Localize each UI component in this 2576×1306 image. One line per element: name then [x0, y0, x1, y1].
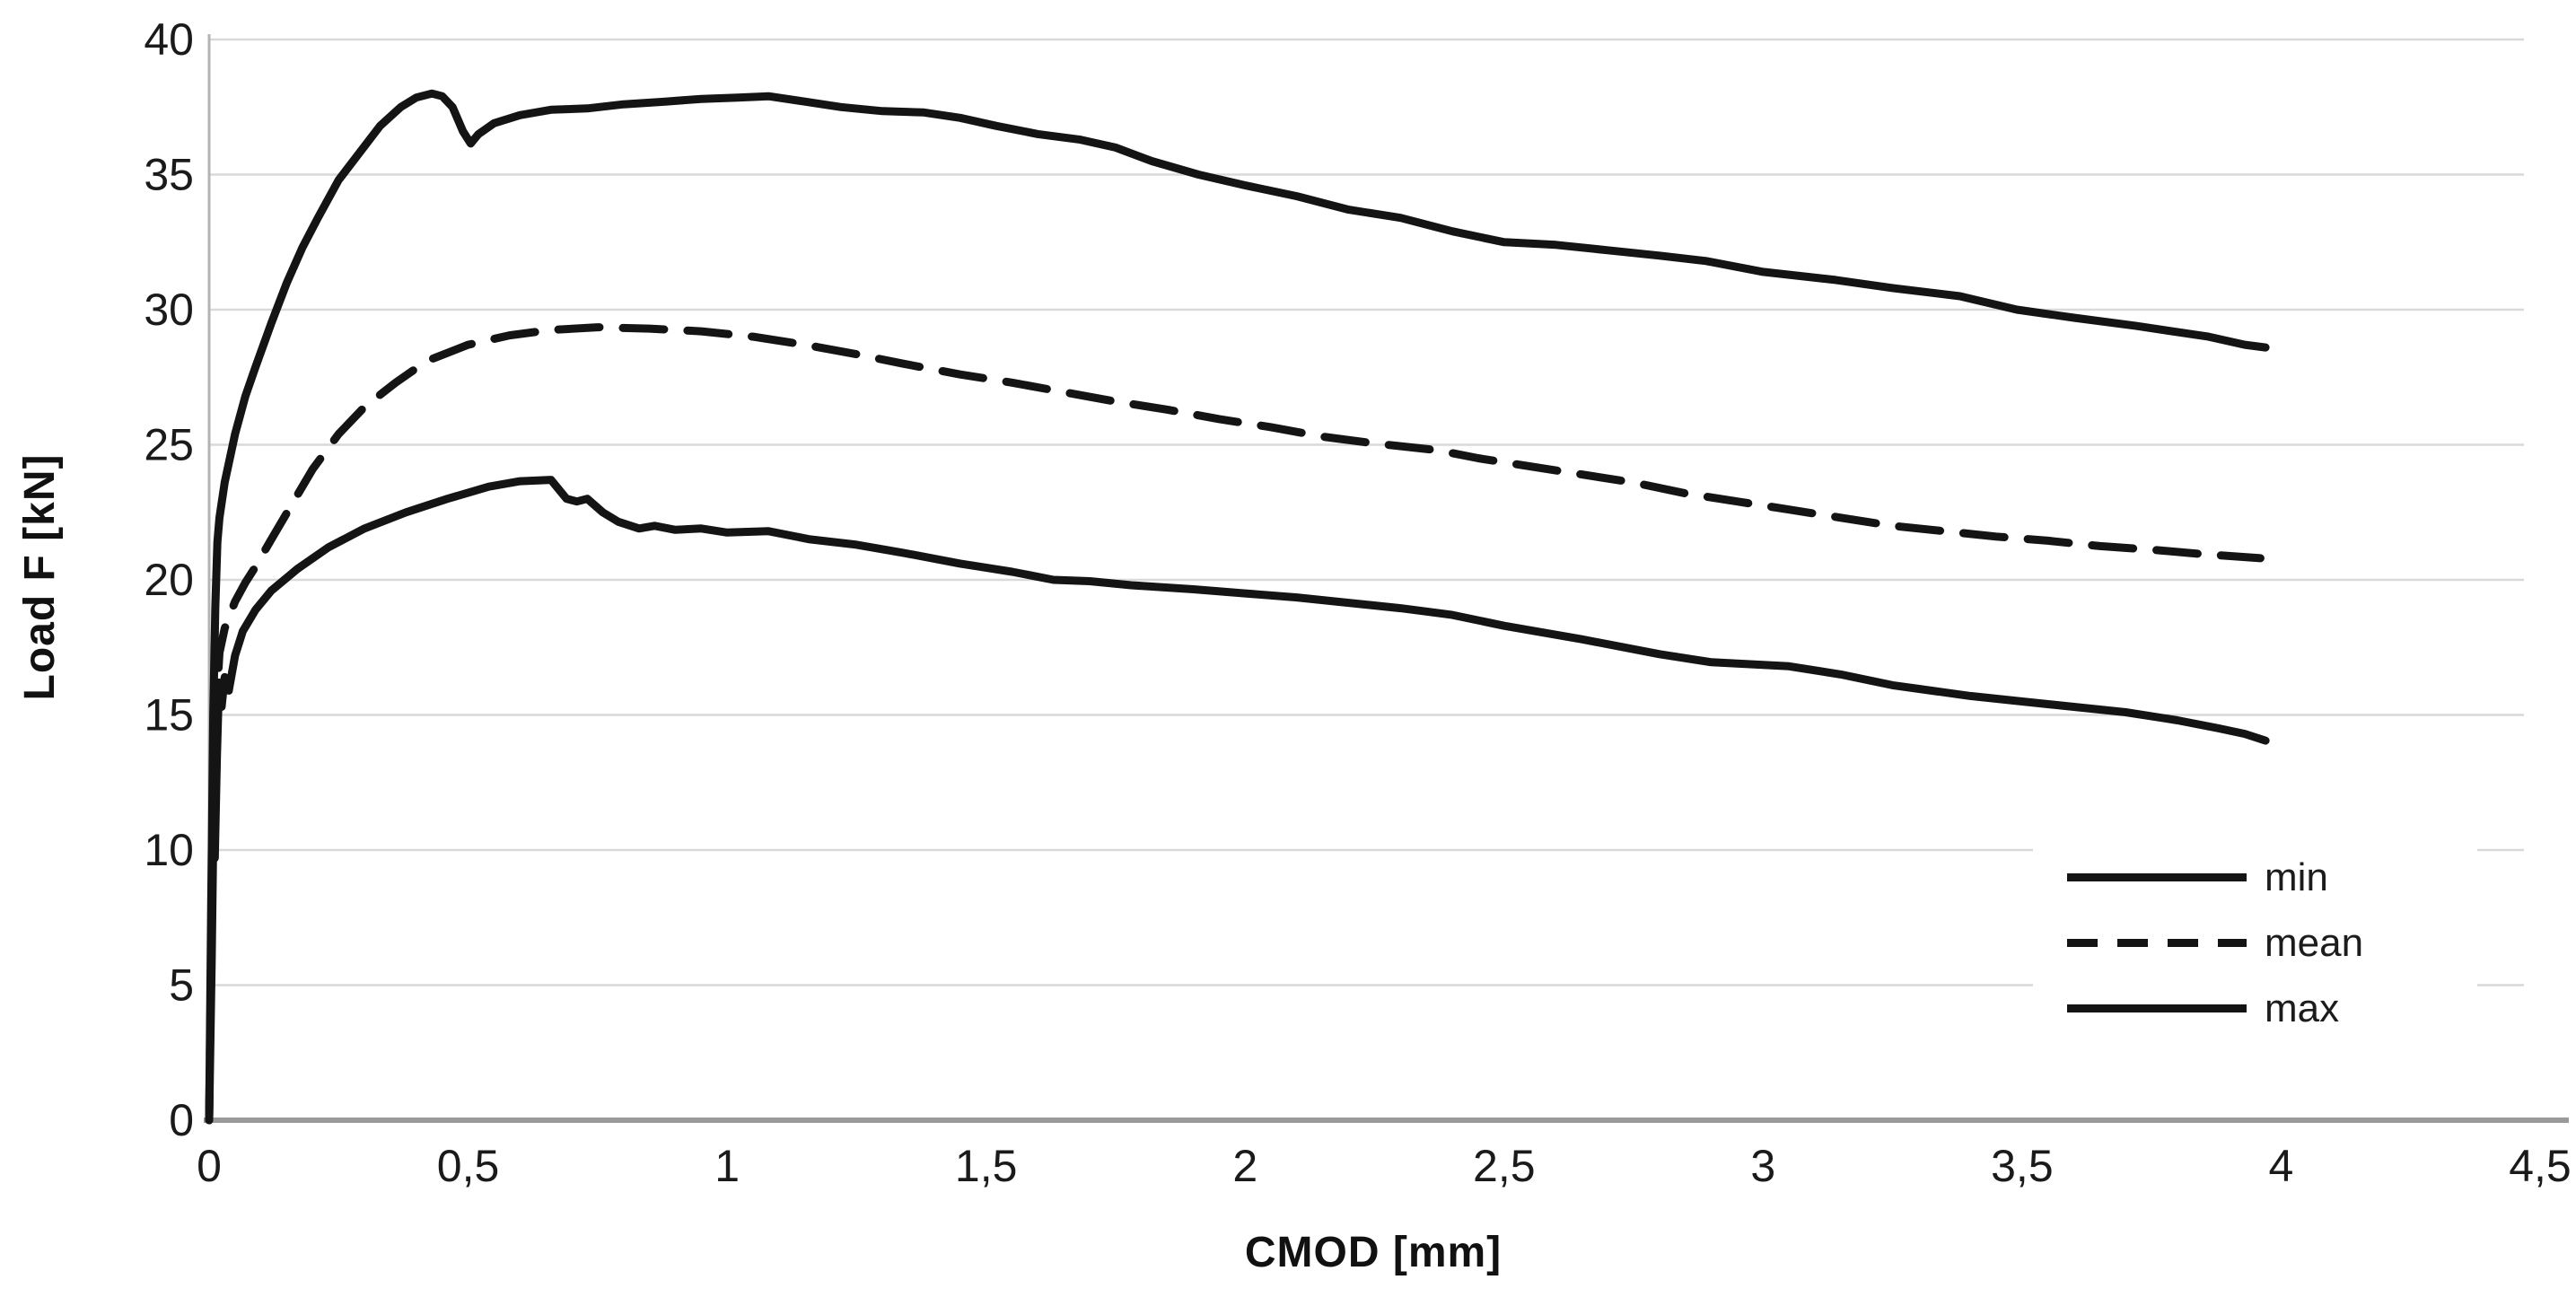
y-tick-label-30: 30	[144, 285, 194, 335]
y-tick-label-40: 40	[144, 14, 194, 65]
x-tick-label-2,5: 2,5	[1473, 1141, 1536, 1191]
legend-item-max: max	[2033, 976, 2477, 1041]
legend-item-mean: mean	[2033, 910, 2477, 976]
x-tick-label-4,5: 4,5	[2509, 1141, 2572, 1191]
legend-line-sample-max	[2067, 1004, 2247, 1012]
min-curve	[205, 476, 2270, 1125]
y-tick-label-35: 35	[144, 150, 194, 200]
mean-curve	[205, 323, 2265, 1125]
y-tick-label-25: 25	[144, 420, 194, 470]
x-tick-label-0,5: 0,5	[437, 1141, 500, 1191]
y-tick-label-20: 20	[144, 555, 194, 605]
x-tick-label-1: 1	[714, 1141, 740, 1191]
x-axis-title: CMOD [mm]	[1244, 1229, 1503, 1276]
legend-item-min: min	[2033, 845, 2477, 910]
legend-label-min: min	[2265, 855, 2328, 899]
y-tick-label-10: 10	[144, 825, 194, 875]
x-tick-label-0: 0	[197, 1141, 222, 1191]
legend-line-sample-mean	[2067, 939, 2247, 947]
x-tick-label-2: 2	[1232, 1141, 1257, 1191]
x-tick-label-3,5: 3,5	[1991, 1141, 2054, 1191]
x-tick-label-3: 3	[1750, 1141, 1775, 1191]
y-tick-label-15: 15	[144, 690, 194, 741]
y-tick-label-0: 0	[169, 1095, 194, 1145]
x-tick-label-1,5: 1,5	[955, 1141, 1018, 1191]
legend: min mean max	[2033, 812, 2477, 1068]
y-tick-label-5: 5	[169, 960, 194, 1011]
max-curve	[205, 89, 2270, 1125]
x-tick-label-4: 4	[2269, 1141, 2294, 1191]
legend-label-mean: mean	[2265, 920, 2364, 965]
y-axis-title: Load F [kN]	[16, 453, 64, 701]
legend-line-sample-min	[2067, 873, 2247, 881]
legend-label-max: max	[2265, 986, 2340, 1030]
